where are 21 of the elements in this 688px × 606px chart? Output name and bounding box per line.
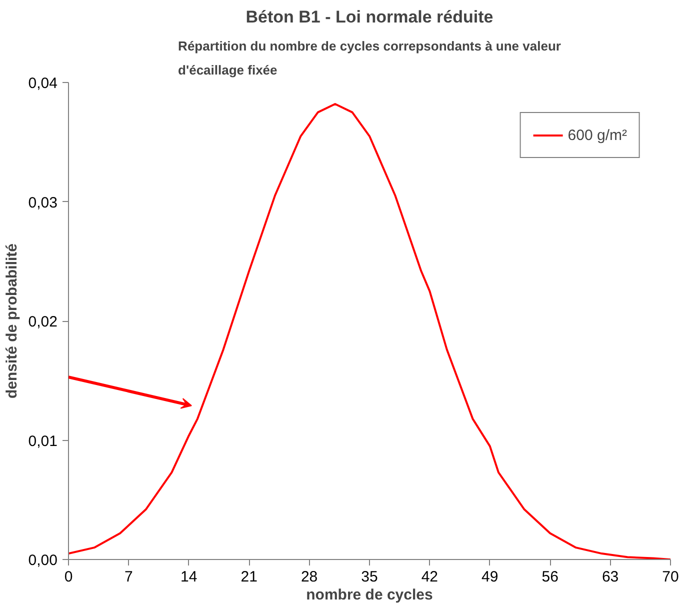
x-tick-label: 28 bbox=[300, 568, 318, 586]
x-tick-label: 63 bbox=[602, 568, 619, 586]
x-axis-title: nombre de cycles bbox=[306, 586, 433, 604]
chart-title: Béton B1 - Loi normale réduite bbox=[246, 8, 494, 26]
y-tick-label: 0,00 bbox=[28, 552, 58, 569]
chart-subtitle: Répartition du nombre de cycles correpsondants à une valeur d'écaillage fixée bbox=[178, 38, 561, 78]
x-tick-label: 21 bbox=[240, 568, 258, 586]
x-tick-label: 0 bbox=[64, 568, 73, 586]
x-tick-label: 70 bbox=[662, 568, 679, 586]
x-tick-label: 14 bbox=[180, 568, 198, 586]
y-tick-label: 0,03 bbox=[28, 194, 58, 212]
y-tick-label: 0,04 bbox=[28, 75, 58, 92]
x-tick-label: 49 bbox=[482, 568, 498, 586]
legend-label: 600 g/m² bbox=[568, 126, 627, 144]
x-tick-label: 42 bbox=[421, 568, 438, 586]
x-tick-label: 7 bbox=[124, 568, 133, 586]
y-tick-label: 0,02 bbox=[28, 314, 58, 330]
x-tick-label: 35 bbox=[361, 568, 378, 586]
y-axis-title: densité de probabilité bbox=[3, 243, 20, 399]
x-tick-label: 56 bbox=[542, 568, 558, 586]
y-tick-label: 0,01 bbox=[28, 432, 58, 450]
